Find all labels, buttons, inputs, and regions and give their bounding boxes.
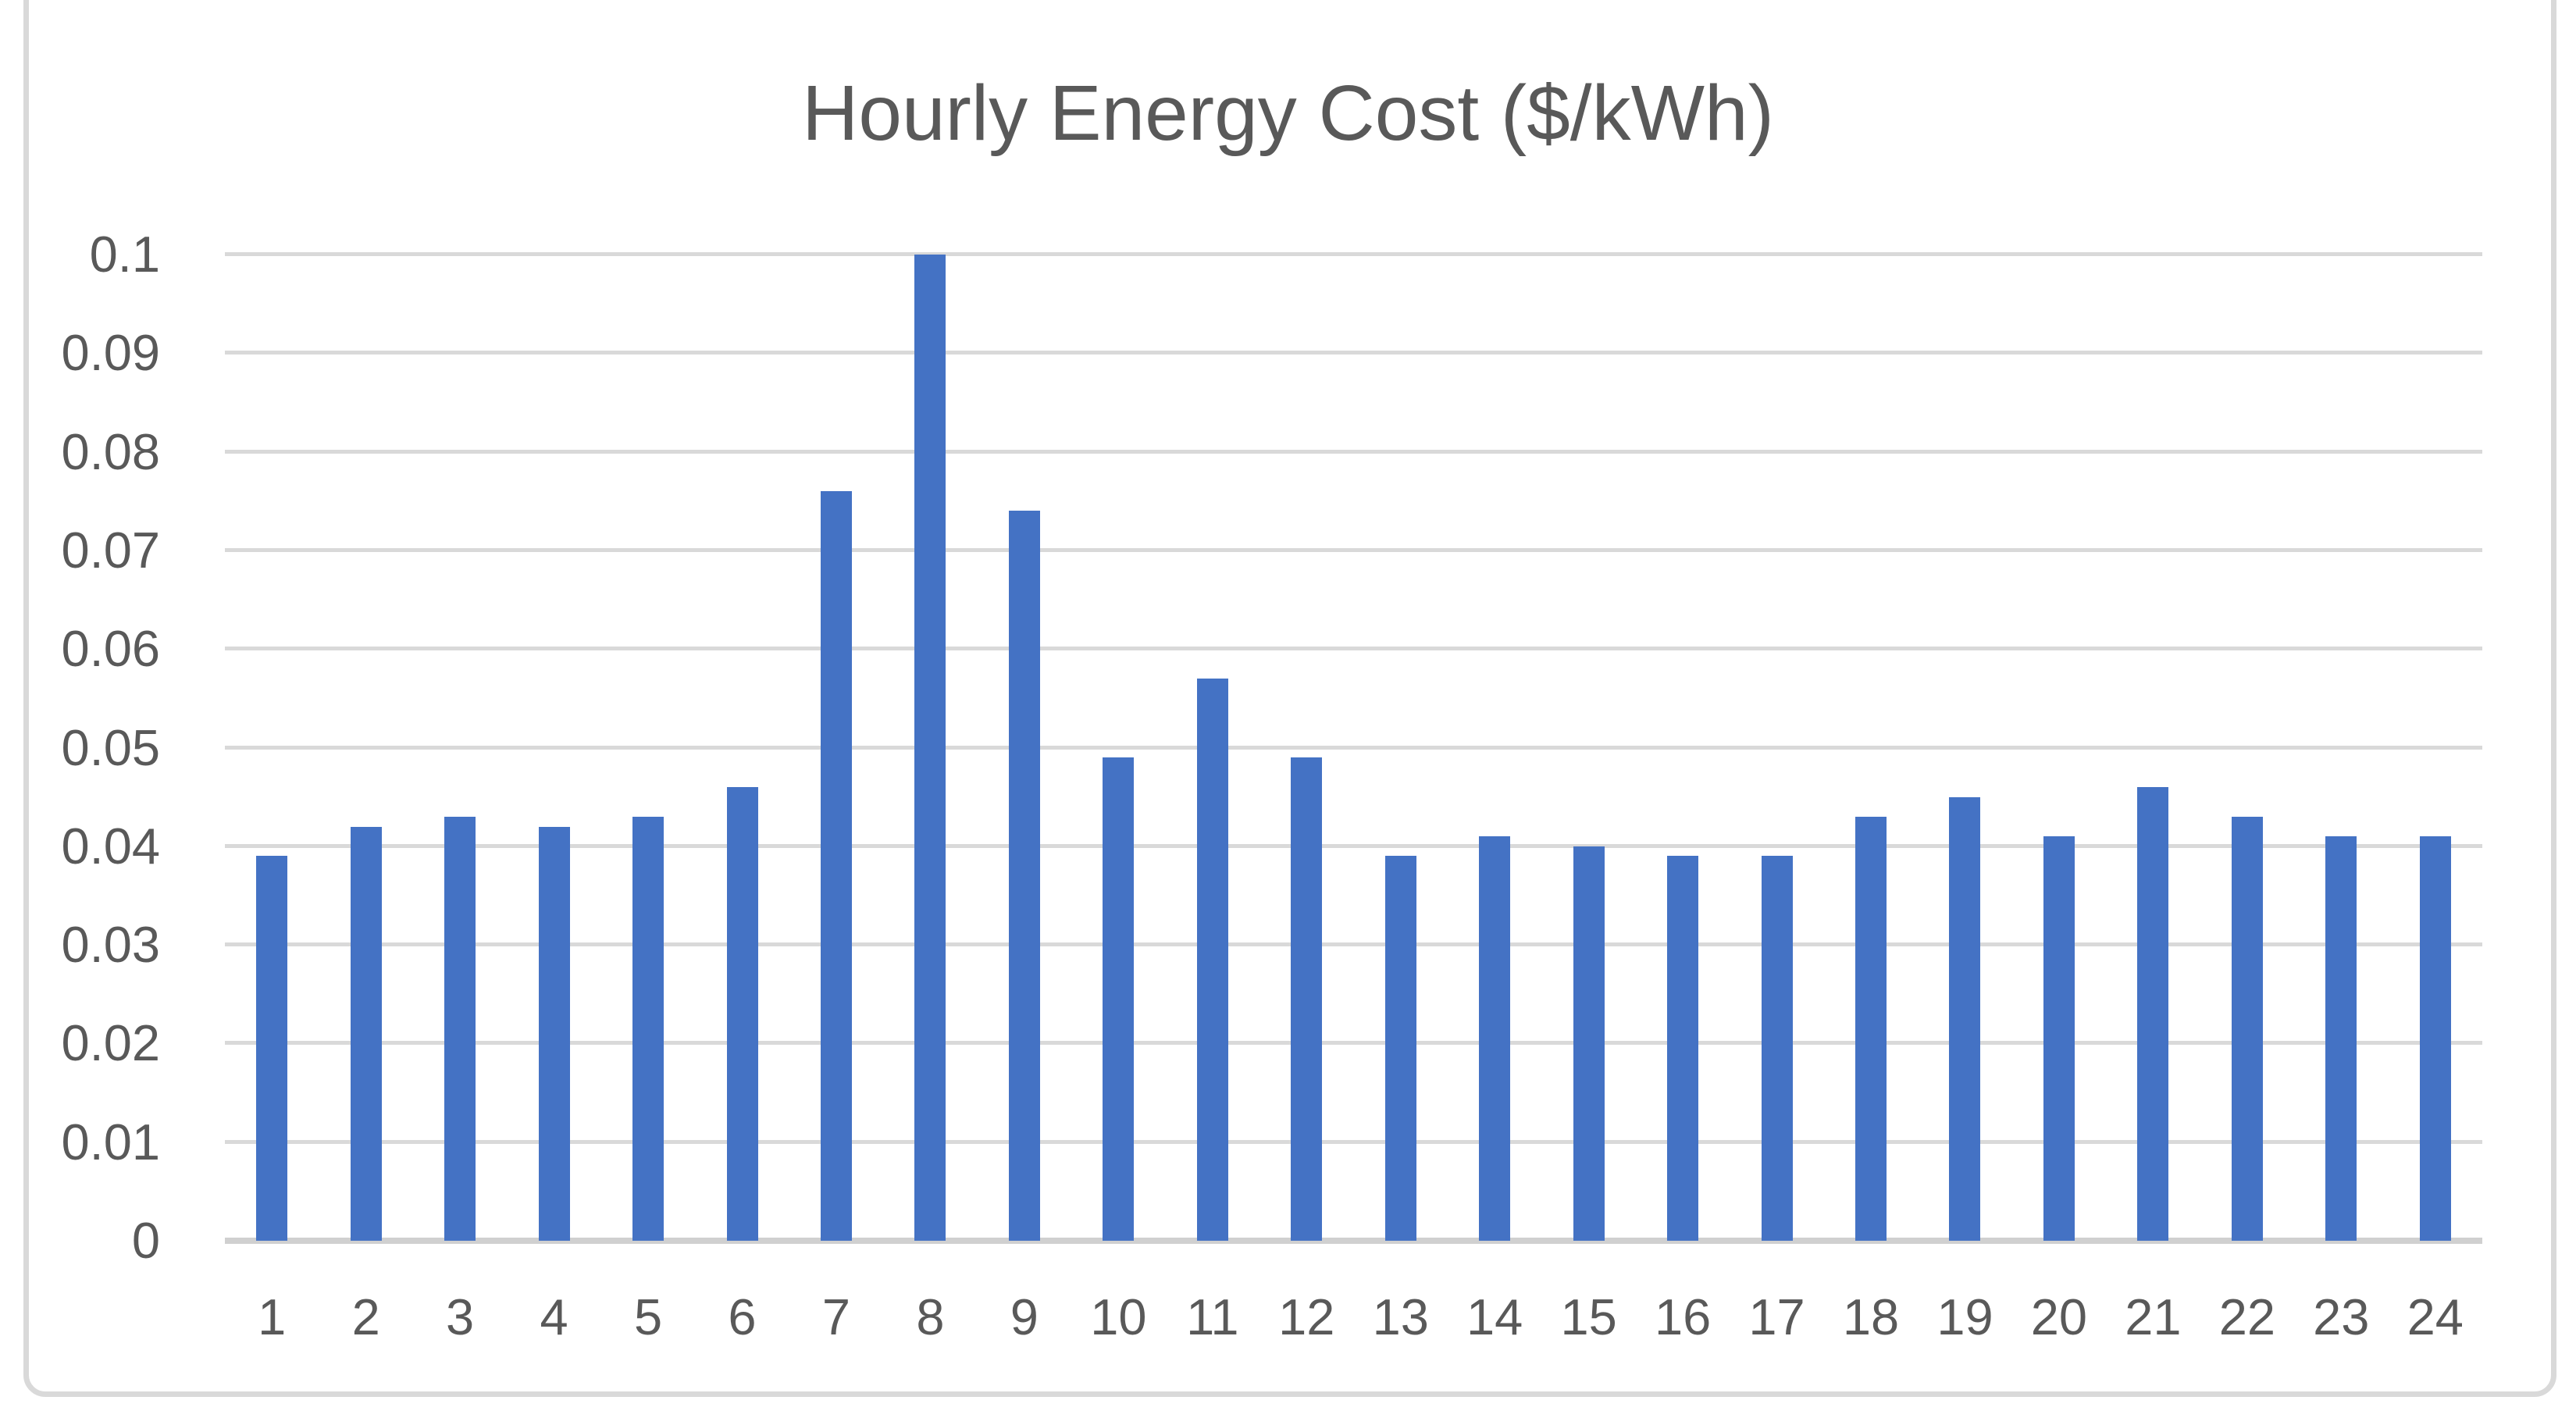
x-axis-tick-label: 24	[2407, 1288, 2464, 1345]
bar[interactable]	[632, 816, 664, 1241]
bar[interactable]	[2325, 836, 2357, 1241]
gridline	[225, 1041, 2482, 1046]
x-axis-tick-label: 7	[821, 1288, 851, 1345]
gridline	[225, 942, 2482, 947]
y-axis-tick-label: 0.09	[61, 324, 160, 382]
bar[interactable]	[1291, 757, 1323, 1241]
bar[interactable]	[2231, 816, 2263, 1241]
bar[interactable]	[1667, 856, 1699, 1241]
bar[interactable]	[1949, 796, 1981, 1241]
bar[interactable]	[914, 255, 946, 1241]
gridline	[225, 351, 2482, 355]
x-axis-tick-label: 18	[1842, 1288, 1900, 1345]
gridline	[225, 1139, 2482, 1144]
y-axis-tick-label: 0	[131, 1212, 160, 1269]
x-axis-tick-label: 23	[2313, 1288, 2370, 1345]
x-axis-tick-label: 3	[446, 1288, 475, 1345]
bar[interactable]	[1384, 856, 1416, 1241]
bar[interactable]	[1103, 757, 1135, 1241]
x-axis-tick-label: 22	[2218, 1288, 2275, 1345]
x-axis-tick-label: 11	[1186, 1288, 1239, 1345]
bar[interactable]	[1855, 816, 1887, 1241]
x-axis-tick-label: 4	[540, 1288, 568, 1345]
x-axis-tick-label: 13	[1372, 1288, 1429, 1345]
y-axis-tick-label: 0.1	[89, 226, 160, 283]
x-axis-tick-label: 21	[2125, 1288, 2182, 1345]
x-axis-tick-label: 5	[633, 1288, 663, 1345]
bar[interactable]	[1196, 679, 1228, 1241]
bars-layer	[225, 255, 2482, 1241]
x-axis-tick-label: 15	[1560, 1288, 1617, 1345]
gridlines-layer	[225, 252, 2482, 1244]
bar[interactable]	[2419, 836, 2451, 1241]
y-axis-tick-label: 0.04	[61, 817, 160, 875]
x-axis-line	[225, 1238, 2482, 1244]
x-axis-tick-label: 16	[1654, 1288, 1712, 1345]
y-axis-labels: 0 0.01 0.02 0.03 0.04 0.05 0.06 0.07 0.08 0.09 0.1	[0, 227, 160, 1268]
x-axis-tick-label: 20	[2030, 1288, 2088, 1345]
gridline	[225, 547, 2482, 552]
x-axis-tick-label: 19	[1936, 1288, 1993, 1345]
x-axis-tick-label: 12	[1278, 1288, 1335, 1345]
bar[interactable]	[2043, 836, 2075, 1241]
bar[interactable]	[350, 826, 382, 1241]
x-axis-tick-label: 14	[1466, 1288, 1523, 1345]
x-axis-tick-label: 17	[1748, 1288, 1805, 1345]
x-axis-labels: 1 2 3 4 5 6 7 8 9 10 11 12 13 14 15 16 17 18 19 20 21 22 23 24	[225, 1286, 2482, 1349]
bar[interactable]	[1479, 836, 1511, 1241]
y-axis-tick-label: 0.01	[61, 1113, 160, 1170]
x-axis-tick-label: 8	[916, 1288, 945, 1345]
bar[interactable]	[1573, 846, 1605, 1241]
gridline	[225, 449, 2482, 454]
plot-area	[225, 252, 2482, 1244]
x-axis-tick-label: 2	[351, 1288, 380, 1345]
bar[interactable]	[1761, 856, 1793, 1241]
bar[interactable]	[820, 491, 852, 1241]
bar[interactable]	[256, 856, 288, 1241]
chart-title: Hourly Energy Cost ($/kWh)	[802, 69, 1774, 157]
y-axis-tick-label: 0.06	[61, 620, 160, 678]
x-axis-tick-label: 6	[728, 1288, 757, 1345]
y-axis-tick-label: 0.07	[61, 521, 160, 579]
bar[interactable]	[1008, 511, 1040, 1241]
gridline	[225, 647, 2482, 651]
y-axis-tick-label: 0.02	[61, 1014, 160, 1072]
bar[interactable]	[444, 816, 476, 1241]
gridline	[225, 843, 2482, 848]
y-axis-tick-label: 0.05	[61, 718, 160, 776]
gridline	[225, 745, 2482, 750]
bar[interactable]	[2137, 787, 2169, 1241]
x-axis-tick-label: 10	[1090, 1288, 1147, 1345]
gridline	[225, 252, 2482, 256]
bar[interactable]	[726, 787, 758, 1241]
y-axis-tick-label: 0.03	[61, 916, 160, 974]
x-axis-tick-label: 1	[258, 1288, 287, 1345]
bar[interactable]	[538, 826, 570, 1241]
x-axis-tick-label: 9	[1010, 1288, 1039, 1345]
y-axis-tick-label: 0.08	[61, 422, 160, 480]
